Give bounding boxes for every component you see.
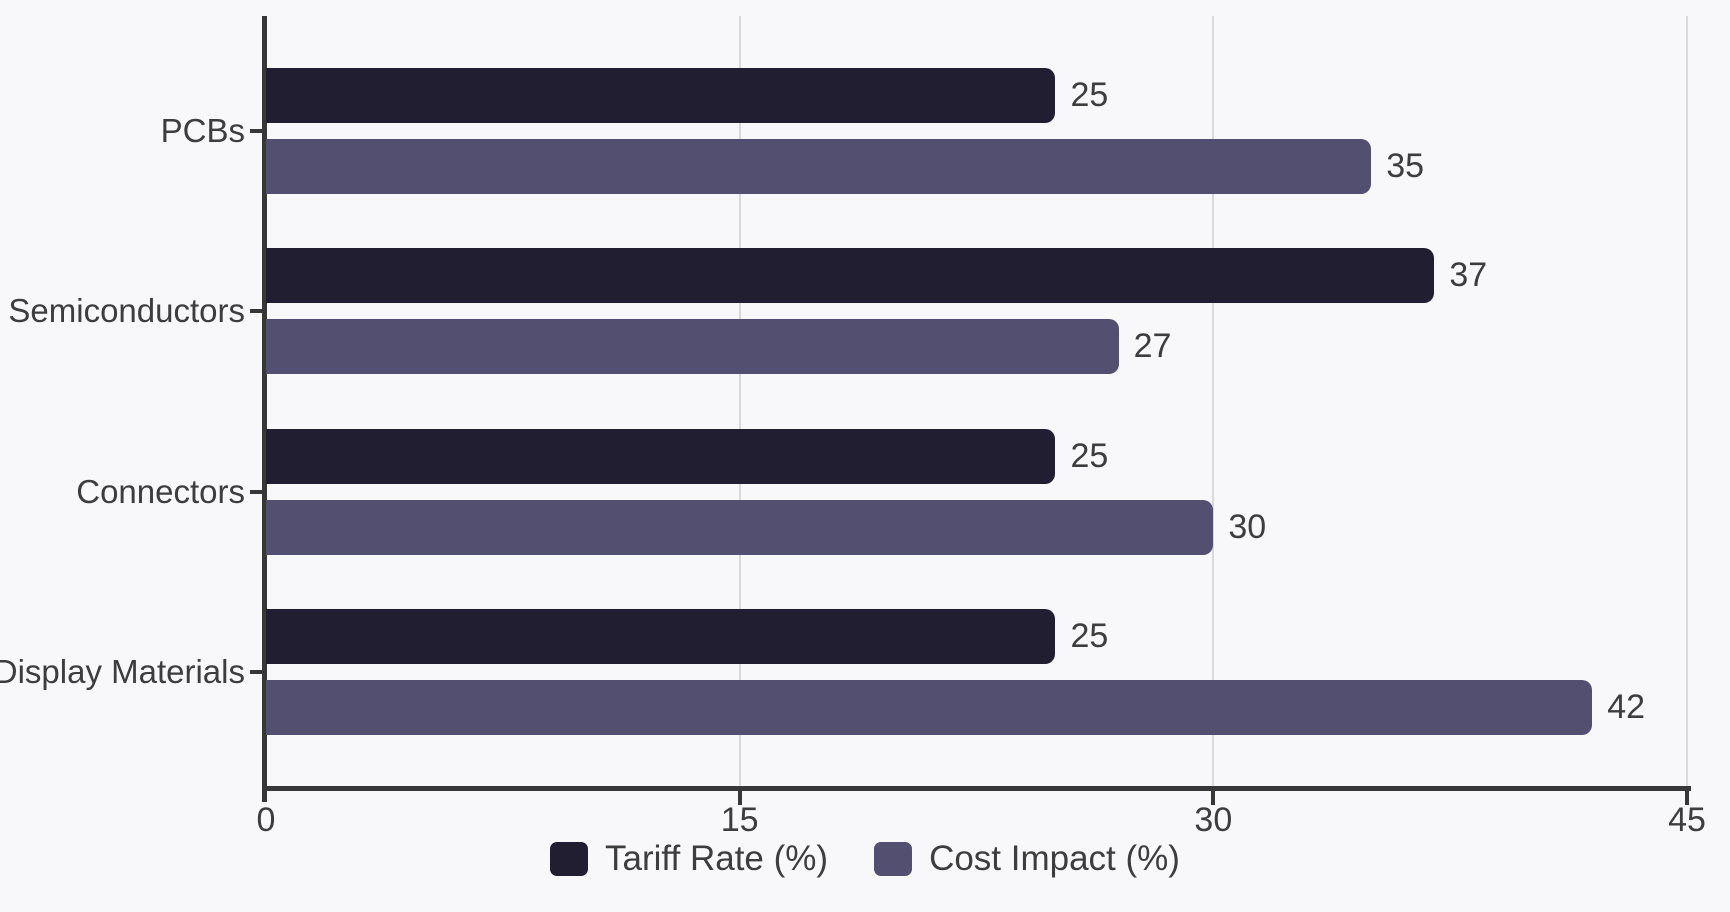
value-label-tariff-rate-connectors: 25	[1070, 437, 1109, 475]
x-axis-line	[262, 786, 1691, 791]
bar-cost-impact-display-materials[interactable]	[266, 680, 1593, 735]
y-axis-tick-display-materials	[250, 670, 262, 674]
legend-label-cost-impact: Cost Impact (%)	[929, 839, 1180, 878]
bar-cost-impact-semiconductors[interactable]	[266, 319, 1119, 374]
y-axis-tick-semiconductors	[250, 309, 262, 313]
x-tick-label-0: 0	[256, 801, 276, 839]
x-axis-tick-15	[737, 791, 742, 805]
gridline-15	[738, 16, 741, 786]
bar-cost-impact-connectors[interactable]	[266, 500, 1214, 555]
chart-legend: Tariff Rate (%) Cost Impact (%)	[0, 839, 1730, 879]
legend-swatch-tariff-rate	[550, 842, 589, 876]
bar-tariff-rate-display-materials[interactable]	[266, 609, 1056, 664]
value-label-cost-impact-display-materials: 42	[1607, 688, 1646, 726]
value-label-tariff-rate-pcbs: 25	[1070, 76, 1109, 114]
gridline-45	[1686, 16, 1688, 786]
gridline-30	[1212, 16, 1215, 786]
category-label-pcbs: PCBs	[160, 112, 245, 149]
value-label-cost-impact-semiconductors: 27	[1133, 327, 1172, 365]
category-label-semiconductors: Semiconductors	[8, 292, 245, 329]
value-label-cost-impact-connectors: 30	[1228, 508, 1267, 546]
x-axis-tick-45	[1685, 791, 1689, 805]
y-axis-tick-connectors	[250, 490, 262, 494]
x-tick-label-45: 45	[1668, 801, 1706, 839]
legend-swatch-cost-impact	[874, 842, 913, 876]
x-tick-label-30: 30	[1194, 801, 1233, 839]
legend-item-cost-impact[interactable]: Cost Impact (%)	[874, 839, 1180, 879]
x-tick-label-15: 15	[720, 801, 759, 839]
bar-cost-impact-pcbs[interactable]	[266, 139, 1372, 194]
y-axis-tick-pcbs	[250, 129, 262, 133]
value-label-tariff-rate-semiconductors: 37	[1449, 256, 1488, 294]
legend-item-tariff-rate[interactable]: Tariff Rate (%)	[550, 839, 828, 879]
bar-tariff-rate-semiconductors[interactable]	[266, 248, 1435, 303]
category-label-connectors: Connectors	[76, 473, 245, 510]
category-label-display-materials: Display Materials	[0, 653, 245, 690]
legend-label-tariff-rate: Tariff Rate (%)	[605, 839, 829, 878]
y-axis-line	[262, 16, 267, 802]
value-label-cost-impact-pcbs: 35	[1386, 147, 1425, 185]
bar-tariff-rate-pcbs[interactable]	[266, 68, 1056, 123]
x-axis-tick-30	[1211, 791, 1216, 805]
bar-tariff-rate-connectors[interactable]	[266, 429, 1056, 484]
value-label-tariff-rate-display-materials: 25	[1070, 617, 1109, 655]
